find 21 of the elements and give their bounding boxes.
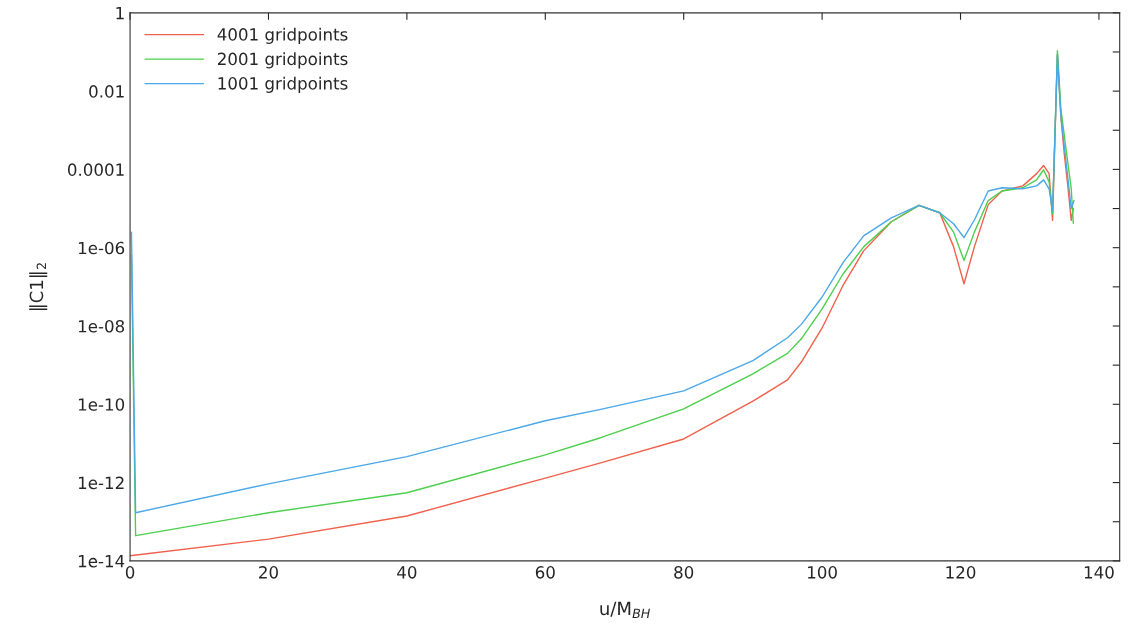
y-tick-label: 0.0001 [67, 163, 124, 176]
x-tick-label: 140 [1084, 566, 1114, 579]
y-tick-label: 1e-14 [78, 555, 125, 568]
y-tick-label: 1e-06 [78, 241, 125, 255]
y-tick-label: 0.01 [89, 85, 124, 98]
x-tick-label: 100 [808, 566, 837, 579]
x-axis-title: u/M$_{BH}$ [600, 601, 650, 618]
legend-label: 1001 gridpoints [218, 76, 348, 93]
y-tick-label: 1 [116, 7, 124, 20]
x-tick-label: 60 [535, 566, 555, 579]
x-tick-label: 120 [946, 566, 976, 579]
y-axis-title: ‖C1‖$_{2}$ [29, 263, 48, 311]
legend-label: 2001 gridpoints [217, 52, 348, 69]
x-tick-label: 80 [674, 566, 694, 579]
x-tick-label: 40 [397, 566, 417, 579]
y-tick-label: 1e-08 [78, 319, 125, 333]
y-tick-label: 1e-10 [78, 398, 125, 411]
x-tick-label: 20 [259, 566, 278, 579]
x-tick-label: 0 [125, 566, 135, 579]
y-tick-label: 1e-12 [78, 476, 124, 490]
legend-label: 4001 gridpoints [217, 27, 348, 44]
